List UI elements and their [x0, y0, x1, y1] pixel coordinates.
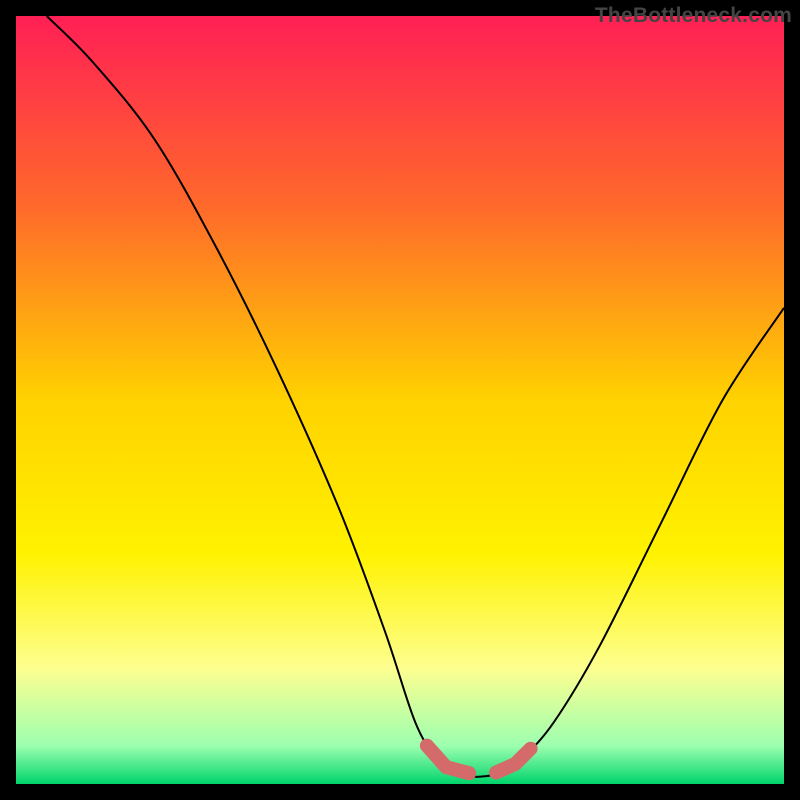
plot-background-gradient [16, 16, 784, 784]
watermark-text: TheBottleneck.com [595, 4, 792, 28]
bottleneck-curve-chart [0, 0, 800, 800]
chart-root: TheBottleneck.com [0, 0, 800, 800]
